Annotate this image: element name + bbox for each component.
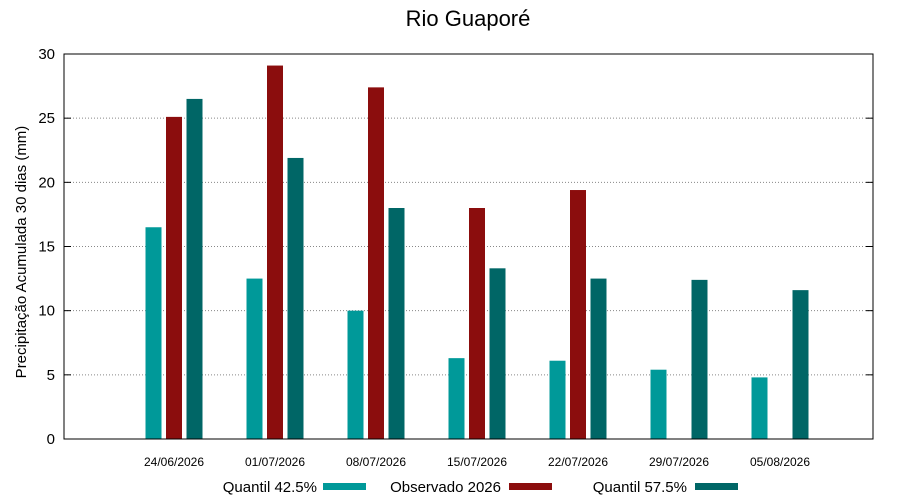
y-tick-label: 10 <box>38 303 55 320</box>
bar <box>751 377 768 439</box>
y-tick-label: 30 <box>38 46 55 63</box>
bar <box>650 369 667 439</box>
bar <box>570 190 586 439</box>
bar <box>691 279 708 439</box>
bar <box>246 278 263 439</box>
bar <box>267 65 283 440</box>
x-tick-label: 29/07/2026 <box>649 455 709 469</box>
x-tick-label: 08/07/2026 <box>346 455 406 469</box>
x-tick-label: 15/07/2026 <box>447 455 507 469</box>
x-tick-label: 22/07/2026 <box>548 455 608 469</box>
y-tick-label: 5 <box>47 367 55 384</box>
y-axis: 0 5 10 15 20 25 30 <box>38 46 873 448</box>
legend-label: Quantil 42.5% <box>223 479 317 496</box>
x-tick-label: 05/08/2026 <box>750 455 810 469</box>
bar <box>792 290 809 439</box>
bar <box>549 360 566 439</box>
bar <box>347 310 364 439</box>
legend-swatch <box>323 483 366 490</box>
legend-label: Quantil 57.5% <box>593 479 687 496</box>
y-tick-label: 15 <box>38 239 55 256</box>
y-tick-label: 0 <box>47 431 55 448</box>
x-tick-label: 24/06/2026 <box>144 455 204 469</box>
bar <box>145 227 162 439</box>
bar <box>368 87 384 439</box>
y-tick-label: 20 <box>38 174 55 191</box>
legend-label: Observado 2026 <box>390 479 501 496</box>
x-axis: 24/06/2026 01/07/2026 08/07/2026 15/07/2026… <box>144 455 810 469</box>
bar <box>287 157 304 439</box>
y-tick-label: 25 <box>38 110 55 127</box>
bar <box>186 98 203 440</box>
legend-swatch <box>509 483 552 490</box>
bars <box>145 65 809 440</box>
y-axis-label: Precipitação Acumulada 30 dias (mm) <box>13 126 30 379</box>
bar <box>388 208 405 439</box>
bar <box>166 116 182 439</box>
bar <box>448 358 465 439</box>
bar <box>469 208 485 439</box>
legend-swatch <box>695 483 738 490</box>
bar <box>489 268 506 439</box>
chart-title: Rio Guaporé <box>406 6 531 31</box>
gridlines <box>64 117 873 376</box>
bar <box>590 278 607 439</box>
x-tick-label: 01/07/2026 <box>245 455 305 469</box>
legend: Quantil 42.5% Observado 2026 Quantil 57.5% <box>223 479 738 496</box>
